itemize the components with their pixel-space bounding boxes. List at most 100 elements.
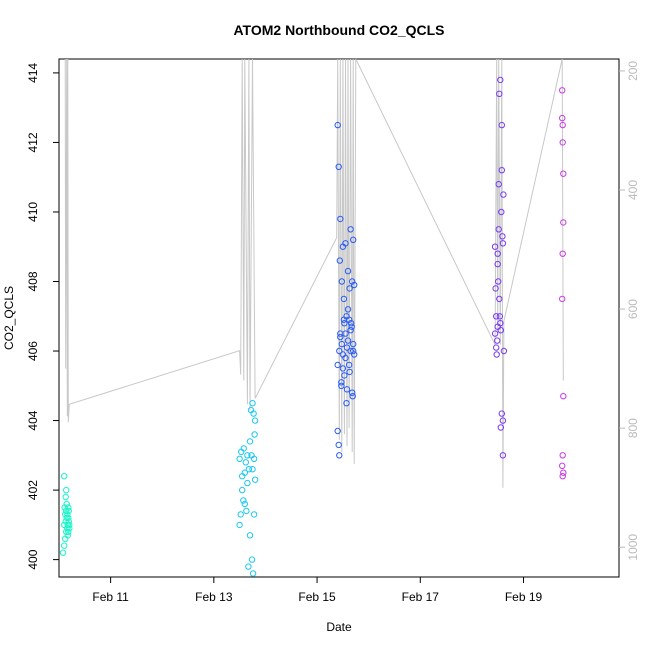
data-point bbox=[492, 285, 499, 292]
data-point bbox=[65, 514, 72, 522]
data-point bbox=[249, 570, 257, 577]
data-point bbox=[349, 389, 356, 396]
data-point bbox=[244, 479, 251, 487]
data-point bbox=[338, 340, 345, 348]
data-point bbox=[251, 476, 259, 483]
data-point bbox=[342, 240, 349, 247]
y-tick-label: 400 bbox=[26, 549, 40, 569]
data-point bbox=[497, 327, 504, 334]
data-points-layer bbox=[59, 76, 567, 577]
x-tick-label: Feb 19 bbox=[505, 590, 543, 604]
data-point bbox=[62, 507, 70, 515]
data-point bbox=[66, 525, 73, 532]
data-point bbox=[251, 417, 259, 424]
data-point bbox=[347, 347, 354, 355]
data-point bbox=[344, 337, 352, 344]
data-point bbox=[559, 452, 566, 459]
data-point bbox=[62, 486, 70, 494]
plot-border bbox=[58, 58, 620, 578]
data-point bbox=[62, 493, 69, 501]
data-point bbox=[499, 417, 507, 424]
data-point bbox=[343, 344, 351, 351]
data-point bbox=[61, 504, 68, 511]
data-point bbox=[240, 497, 247, 504]
data-point bbox=[351, 281, 358, 289]
data-point bbox=[59, 549, 67, 556]
data-point bbox=[351, 351, 358, 358]
data-point bbox=[350, 340, 357, 348]
data-point bbox=[559, 139, 566, 146]
data-point bbox=[338, 379, 345, 386]
chart-title: ATOM2 Northbound CO2_QCLS bbox=[233, 22, 444, 38]
data-point bbox=[559, 121, 566, 129]
y2-axis: 200 400 600 800 1000 bbox=[619, 61, 640, 561]
data-point bbox=[350, 236, 357, 244]
y-tick-label: 412 bbox=[26, 132, 40, 152]
data-point bbox=[559, 462, 566, 469]
data-point bbox=[243, 507, 250, 515]
data-point bbox=[497, 424, 504, 431]
y2-tick-label: 400 bbox=[626, 180, 640, 200]
data-point bbox=[350, 347, 357, 355]
data-point bbox=[66, 521, 73, 529]
data-point bbox=[251, 431, 258, 438]
data-point bbox=[345, 361, 353, 369]
data-point bbox=[348, 323, 355, 330]
data-point bbox=[499, 233, 506, 240]
data-point bbox=[498, 208, 505, 216]
data-point bbox=[347, 320, 355, 327]
data-point bbox=[346, 285, 353, 292]
data-point bbox=[347, 327, 354, 334]
data-point bbox=[336, 347, 343, 355]
data-point bbox=[334, 427, 341, 435]
data-point bbox=[559, 473, 566, 480]
data-point bbox=[495, 226, 502, 233]
data-point bbox=[336, 257, 343, 264]
y2-tick-label: 600 bbox=[626, 299, 640, 319]
x-tick-label: Feb 17 bbox=[402, 590, 440, 604]
data-point bbox=[559, 250, 566, 257]
data-point bbox=[347, 226, 354, 233]
y2-tick-label: 1000 bbox=[626, 534, 640, 561]
data-point bbox=[499, 452, 507, 459]
data-point bbox=[498, 410, 505, 417]
data-point bbox=[336, 452, 343, 459]
data-point bbox=[65, 507, 73, 515]
data-point bbox=[560, 393, 567, 400]
x-tick-label: Feb 11 bbox=[92, 590, 129, 604]
x-axis-label: Date bbox=[326, 620, 352, 634]
data-point bbox=[341, 320, 348, 327]
data-point bbox=[494, 260, 501, 268]
data-point bbox=[559, 114, 566, 122]
data-point bbox=[340, 295, 348, 303]
data-point bbox=[250, 455, 258, 462]
data-point bbox=[494, 337, 501, 344]
y-tick-label: 408 bbox=[26, 271, 40, 291]
data-point bbox=[339, 351, 347, 358]
y-tick-label: 404 bbox=[26, 410, 40, 430]
data-point bbox=[63, 500, 70, 508]
x-tick-label: Feb 15 bbox=[298, 590, 336, 604]
data-point bbox=[493, 344, 500, 351]
data-point bbox=[344, 267, 352, 275]
data-point bbox=[499, 240, 507, 247]
data-point bbox=[495, 181, 502, 188]
data-point bbox=[346, 368, 353, 376]
y-axis: 400 402 404 406 408 410 412 414 bbox=[26, 63, 59, 570]
data-point bbox=[244, 452, 251, 459]
data-point bbox=[249, 400, 256, 407]
data-point bbox=[338, 278, 345, 285]
y-tick-label: 402 bbox=[26, 480, 40, 500]
data-point bbox=[343, 386, 351, 393]
data-point bbox=[335, 163, 342, 171]
data-point bbox=[559, 87, 566, 94]
x-axis: Feb 11 Feb 13 Feb 15 Feb 17 Feb 19 bbox=[92, 577, 543, 604]
data-point bbox=[334, 121, 341, 129]
data-point bbox=[496, 313, 503, 320]
data-point bbox=[245, 466, 253, 473]
data-point bbox=[497, 320, 504, 327]
data-point bbox=[65, 518, 73, 525]
data-point bbox=[349, 393, 356, 400]
data-point bbox=[345, 316, 353, 323]
